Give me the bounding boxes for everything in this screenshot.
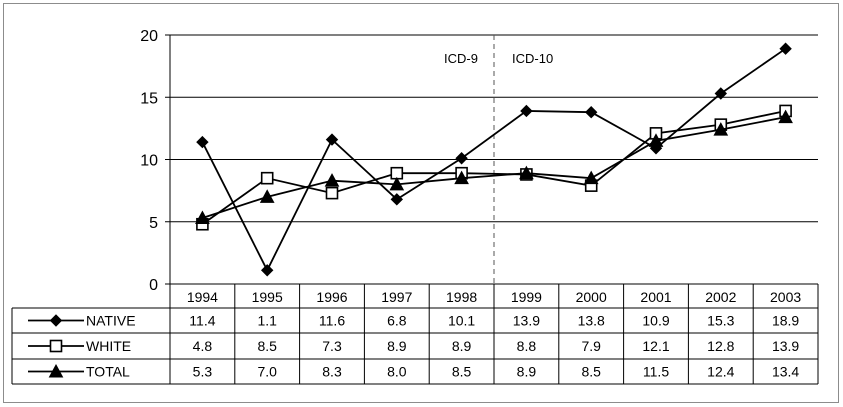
- data-point-native: [196, 135, 209, 149]
- chart-frame: [3, 3, 839, 403]
- x-category-label: 2001: [640, 289, 671, 305]
- data-value-native: 15.3: [707, 313, 734, 329]
- data-point-total: [454, 170, 469, 185]
- data-value-white: 12.8: [707, 338, 734, 354]
- data-point-total: [324, 173, 340, 187]
- data-point-total: [259, 189, 275, 203]
- data-point-white: [260, 171, 274, 185]
- data-value-total: 5.3: [193, 364, 213, 380]
- data-point-total: [648, 133, 664, 147]
- series-line-native: [201, 47, 787, 273]
- data-value-total: 8.5: [581, 364, 601, 380]
- series-native: [196, 42, 792, 277]
- data-value-white: 13.9: [772, 338, 799, 354]
- x-category-label: 2002: [705, 289, 736, 305]
- data-point-total: [519, 165, 534, 180]
- data-value-native: 18.9: [772, 313, 799, 329]
- data-point-native: [520, 104, 533, 118]
- data-point-native: [584, 105, 598, 119]
- annotation-icd-9: ICD-9: [444, 51, 478, 66]
- series-line-white: [201, 110, 786, 225]
- data-value-total: 8.0: [387, 364, 407, 380]
- data-value-total: 8.5: [452, 364, 472, 380]
- y-tick-label: 10: [140, 153, 158, 170]
- data-point-native: [390, 193, 404, 206]
- x-category-label: 1995: [252, 289, 283, 305]
- data-value-native: 10.9: [642, 313, 669, 329]
- y-tick-label: 20: [140, 28, 158, 45]
- y-axis: 0 5 10 15 20: [140, 28, 171, 294]
- x-category-label: 1997: [381, 289, 412, 305]
- data-value-native: 13.8: [578, 313, 605, 329]
- data-value-white: 7.9: [581, 338, 601, 354]
- data-point-total: [713, 122, 729, 136]
- data-value-white: 8.9: [387, 338, 407, 354]
- series-line-total: [202, 116, 786, 219]
- data-point-native: [714, 87, 728, 100]
- data-value-native: 11.4: [189, 313, 215, 329]
- x-category-label: 2000: [576, 289, 607, 305]
- annotation-icd-10: ICD-10: [512, 51, 553, 66]
- data-value-white: 7.3: [322, 338, 342, 354]
- data-point-total: [583, 170, 599, 185]
- data-value-white: 8.5: [257, 338, 277, 354]
- x-category-label: 1994: [187, 289, 218, 305]
- data-value-native: 10.1: [448, 313, 475, 329]
- data-point-native: [325, 133, 339, 146]
- data-value-native: 11.6: [319, 313, 345, 329]
- data-point-total: [389, 176, 405, 191]
- legend-label-white: WHITE: [86, 338, 131, 354]
- data-value-total: 7.0: [257, 364, 277, 380]
- legend-key-white: [28, 339, 84, 353]
- x-category-label: 2003: [770, 289, 801, 305]
- data-value-native: 13.9: [513, 313, 540, 329]
- data-value-total: 11.5: [643, 364, 669, 380]
- y-tick-label: 5: [149, 215, 158, 232]
- y-tick-label: 15: [140, 90, 158, 107]
- series-white: [196, 104, 792, 231]
- data-value-white: 4.8: [193, 338, 213, 354]
- data-point-native: [779, 42, 792, 55]
- data-table: 1994 1995 1996 1997 1998 1999 2000 2001 2002 2003…: [11, 283, 819, 385]
- annotations: ICD-9 ICD-10: [444, 35, 553, 284]
- data-point-white: [325, 186, 339, 200]
- data-point-total: [778, 109, 793, 124]
- data-value-white: 8.8: [517, 338, 537, 354]
- data-value-white: 8.9: [452, 338, 472, 354]
- legend-label-native: NATIVE: [86, 313, 136, 329]
- x-category-label: 1999: [511, 289, 542, 305]
- x-category-label: 1996: [316, 289, 347, 305]
- data-point-native: [455, 152, 468, 165]
- y-tick-label: 0: [149, 277, 158, 294]
- data-value-white: 12.1: [642, 338, 669, 354]
- data-value-total: 8.3: [322, 364, 342, 380]
- x-category-label: 1998: [446, 289, 477, 305]
- series-total: [195, 109, 793, 225]
- data-value-total: 8.9: [517, 364, 537, 380]
- data-value-native: 6.8: [387, 313, 407, 329]
- data-value-total: 12.4: [707, 364, 734, 380]
- legend-key-native: [28, 314, 84, 327]
- data-point-native: [260, 264, 274, 277]
- legend-label-total: TOTAL: [86, 364, 130, 380]
- gridlines: [170, 34, 818, 223]
- data-value-native: 1.1: [257, 313, 277, 329]
- data-point-total: [195, 210, 210, 225]
- legend-key-total: [28, 363, 84, 378]
- series-group: [195, 42, 793, 277]
- data-value-total: 13.4: [772, 364, 799, 380]
